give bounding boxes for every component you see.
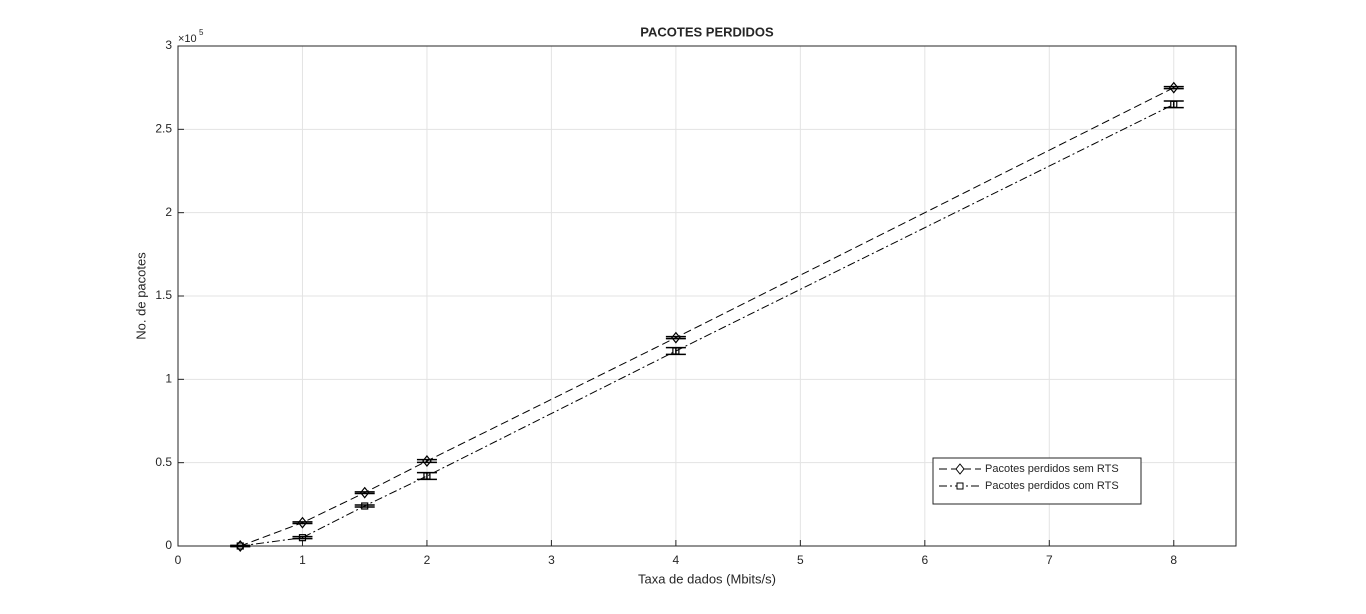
marker (297, 516, 308, 529)
x-tick-label: 1 (299, 553, 306, 567)
plot-frame (177, 45, 1237, 547)
error-bar (416, 471, 437, 481)
error-bar (354, 504, 375, 508)
error-bar (665, 335, 686, 340)
x-tick-label: 4 (673, 553, 680, 567)
x-tick-label: 2 (424, 553, 431, 567)
x-axis-label: Taxa de dados (Mbits/s) (638, 571, 776, 586)
y-multiplier: ×10 (178, 33, 197, 45)
legend-label: Pacotes perdidos sem RTS (985, 463, 1119, 475)
marker (422, 455, 432, 467)
series-line (240, 103, 1174, 547)
series-line (240, 87, 1174, 547)
y-tick-label: 2.5 (155, 122, 172, 136)
error-bar (230, 544, 251, 548)
x-tick-label: 5 (797, 553, 804, 567)
y-tick-label: 0.5 (155, 455, 172, 469)
legend-marker (956, 482, 964, 490)
marker (671, 331, 681, 344)
error-bar (1163, 85, 1184, 90)
legend-marker (955, 463, 965, 475)
chart-title: PACOTES PERDIDOS (640, 24, 774, 39)
marker (298, 534, 307, 542)
marker (361, 502, 369, 510)
x-tick-label: 8 (1170, 553, 1177, 567)
marker (423, 472, 431, 480)
y-axis-label: No. de pacotes (133, 252, 148, 340)
x-tick-label: 6 (921, 553, 928, 567)
marker (359, 486, 370, 499)
error-bar (354, 491, 375, 495)
y-tick-label: 1.5 (155, 288, 172, 302)
marker (236, 542, 244, 550)
y-tick-label: 1 (165, 372, 172, 386)
legend-box (932, 457, 1142, 505)
x-tick-label: 3 (548, 553, 555, 567)
error-bar (665, 346, 686, 356)
marker (672, 347, 680, 355)
legend-label: Pacotes perdidos com RTS (985, 480, 1119, 492)
marker (1170, 100, 1178, 108)
y-multiplier-power: 5 (199, 28, 204, 37)
y-tick-label: 0 (165, 538, 172, 552)
x-tick-label: 0 (175, 553, 182, 567)
error-bar (1163, 100, 1184, 109)
error-bar (292, 535, 313, 540)
error-bar (292, 521, 313, 525)
y-tick-label: 3 (165, 38, 172, 52)
y-tick-label: 2 (165, 205, 172, 219)
error-bar (416, 458, 437, 464)
marker (1168, 81, 1179, 94)
x-tick-label: 7 (1046, 553, 1053, 567)
